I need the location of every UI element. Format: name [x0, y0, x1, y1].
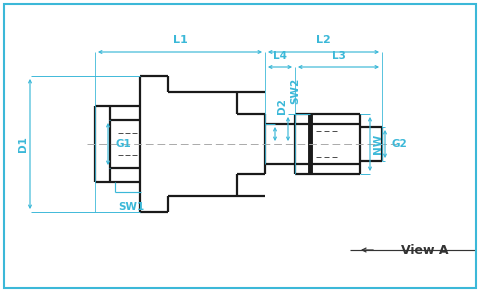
Text: L4: L4 — [273, 51, 287, 61]
Text: G1: G1 — [115, 139, 131, 149]
Text: L2: L2 — [316, 35, 331, 45]
Text: G2: G2 — [392, 139, 408, 149]
Text: D2: D2 — [277, 98, 287, 114]
Text: L3: L3 — [332, 51, 346, 61]
Text: NW: NW — [373, 134, 383, 154]
Text: SW2: SW2 — [290, 78, 300, 104]
Text: L1: L1 — [173, 35, 187, 45]
Text: D1: D1 — [18, 136, 28, 152]
Text: View A: View A — [401, 244, 448, 256]
Text: SW1: SW1 — [118, 202, 144, 212]
